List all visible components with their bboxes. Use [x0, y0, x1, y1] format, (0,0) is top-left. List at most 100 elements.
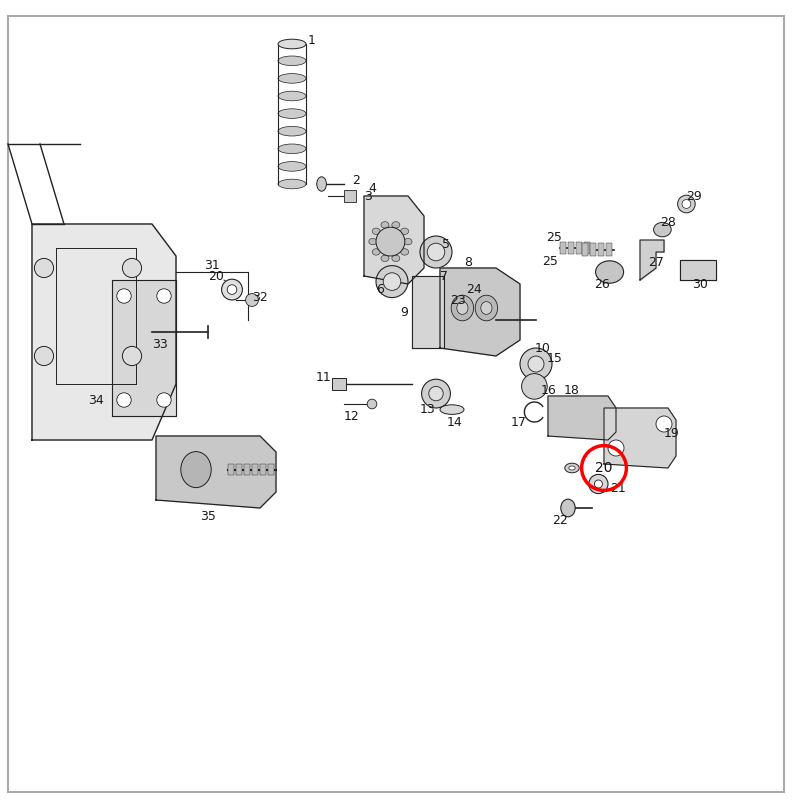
Text: 2: 2 — [352, 174, 360, 186]
Ellipse shape — [682, 199, 690, 208]
Ellipse shape — [181, 451, 211, 488]
Ellipse shape — [278, 126, 306, 136]
Ellipse shape — [278, 144, 306, 154]
Polygon shape — [32, 224, 176, 440]
Text: 21: 21 — [610, 482, 626, 494]
Polygon shape — [412, 276, 444, 348]
Bar — [582, 243, 588, 256]
Ellipse shape — [481, 302, 492, 314]
Circle shape — [122, 346, 142, 366]
Bar — [584, 242, 590, 254]
Ellipse shape — [401, 249, 409, 255]
Text: 9: 9 — [400, 306, 408, 318]
Circle shape — [594, 480, 602, 488]
Polygon shape — [640, 240, 664, 280]
Text: 25: 25 — [542, 255, 558, 268]
Ellipse shape — [372, 249, 380, 255]
Circle shape — [34, 258, 54, 278]
Circle shape — [117, 393, 131, 407]
Circle shape — [122, 258, 142, 278]
Ellipse shape — [278, 179, 306, 189]
Ellipse shape — [451, 295, 474, 321]
Text: 5: 5 — [442, 238, 450, 250]
Text: 23: 23 — [450, 294, 466, 306]
Polygon shape — [156, 436, 276, 508]
Ellipse shape — [317, 177, 326, 191]
Circle shape — [246, 294, 258, 306]
Ellipse shape — [404, 238, 412, 245]
Bar — [228, 464, 234, 475]
Polygon shape — [112, 280, 176, 416]
Ellipse shape — [475, 295, 498, 321]
Ellipse shape — [528, 356, 544, 372]
Bar — [568, 242, 574, 254]
Ellipse shape — [392, 222, 400, 228]
Bar — [590, 243, 596, 256]
Ellipse shape — [372, 228, 380, 234]
Ellipse shape — [278, 91, 306, 101]
Circle shape — [157, 289, 171, 303]
Text: 20: 20 — [595, 461, 613, 475]
Ellipse shape — [369, 238, 377, 245]
Text: 10: 10 — [534, 342, 550, 354]
Ellipse shape — [401, 228, 409, 234]
Ellipse shape — [381, 222, 389, 228]
Polygon shape — [604, 408, 676, 468]
Bar — [236, 464, 242, 475]
Text: 6: 6 — [376, 283, 384, 296]
Text: 20: 20 — [208, 270, 224, 282]
Text: 33: 33 — [152, 338, 168, 350]
Ellipse shape — [376, 266, 408, 298]
Circle shape — [656, 416, 672, 432]
Ellipse shape — [278, 109, 306, 118]
Ellipse shape — [392, 255, 400, 262]
Text: 11: 11 — [316, 371, 332, 384]
Circle shape — [157, 393, 171, 407]
Bar — [332, 378, 346, 390]
Bar — [260, 464, 266, 475]
Circle shape — [222, 279, 242, 300]
Ellipse shape — [522, 374, 547, 399]
Circle shape — [117, 289, 131, 303]
Text: 28: 28 — [660, 216, 676, 229]
Circle shape — [589, 474, 608, 494]
Ellipse shape — [520, 348, 552, 380]
Text: 7: 7 — [440, 270, 448, 282]
Ellipse shape — [427, 243, 445, 261]
Ellipse shape — [440, 405, 464, 414]
Text: 31: 31 — [204, 259, 220, 272]
Text: 22: 22 — [552, 514, 568, 526]
Text: 19: 19 — [664, 427, 680, 440]
Text: 27: 27 — [648, 256, 664, 269]
Ellipse shape — [381, 255, 389, 262]
Ellipse shape — [565, 463, 579, 473]
Ellipse shape — [278, 162, 306, 171]
Text: 16: 16 — [541, 384, 557, 397]
Ellipse shape — [678, 195, 695, 213]
Polygon shape — [440, 268, 520, 356]
Ellipse shape — [383, 273, 401, 290]
Text: 34: 34 — [88, 394, 104, 406]
Circle shape — [608, 440, 624, 456]
Text: 32: 32 — [252, 291, 268, 304]
Ellipse shape — [422, 379, 450, 408]
Text: 24: 24 — [466, 283, 482, 296]
Text: 4: 4 — [368, 182, 376, 194]
Bar — [598, 243, 604, 256]
Text: 3: 3 — [364, 190, 372, 202]
Text: 29: 29 — [686, 190, 702, 202]
Text: 26: 26 — [594, 278, 610, 290]
Ellipse shape — [457, 302, 468, 314]
Text: 14: 14 — [446, 416, 462, 429]
Ellipse shape — [654, 222, 671, 237]
Bar — [268, 464, 274, 475]
Text: 15: 15 — [546, 352, 562, 365]
Text: 1: 1 — [308, 34, 316, 46]
Ellipse shape — [420, 236, 452, 268]
Text: 17: 17 — [510, 416, 526, 429]
Bar — [606, 243, 612, 256]
Ellipse shape — [278, 74, 306, 83]
Ellipse shape — [595, 261, 624, 283]
Bar — [576, 242, 582, 254]
Bar — [252, 464, 258, 475]
